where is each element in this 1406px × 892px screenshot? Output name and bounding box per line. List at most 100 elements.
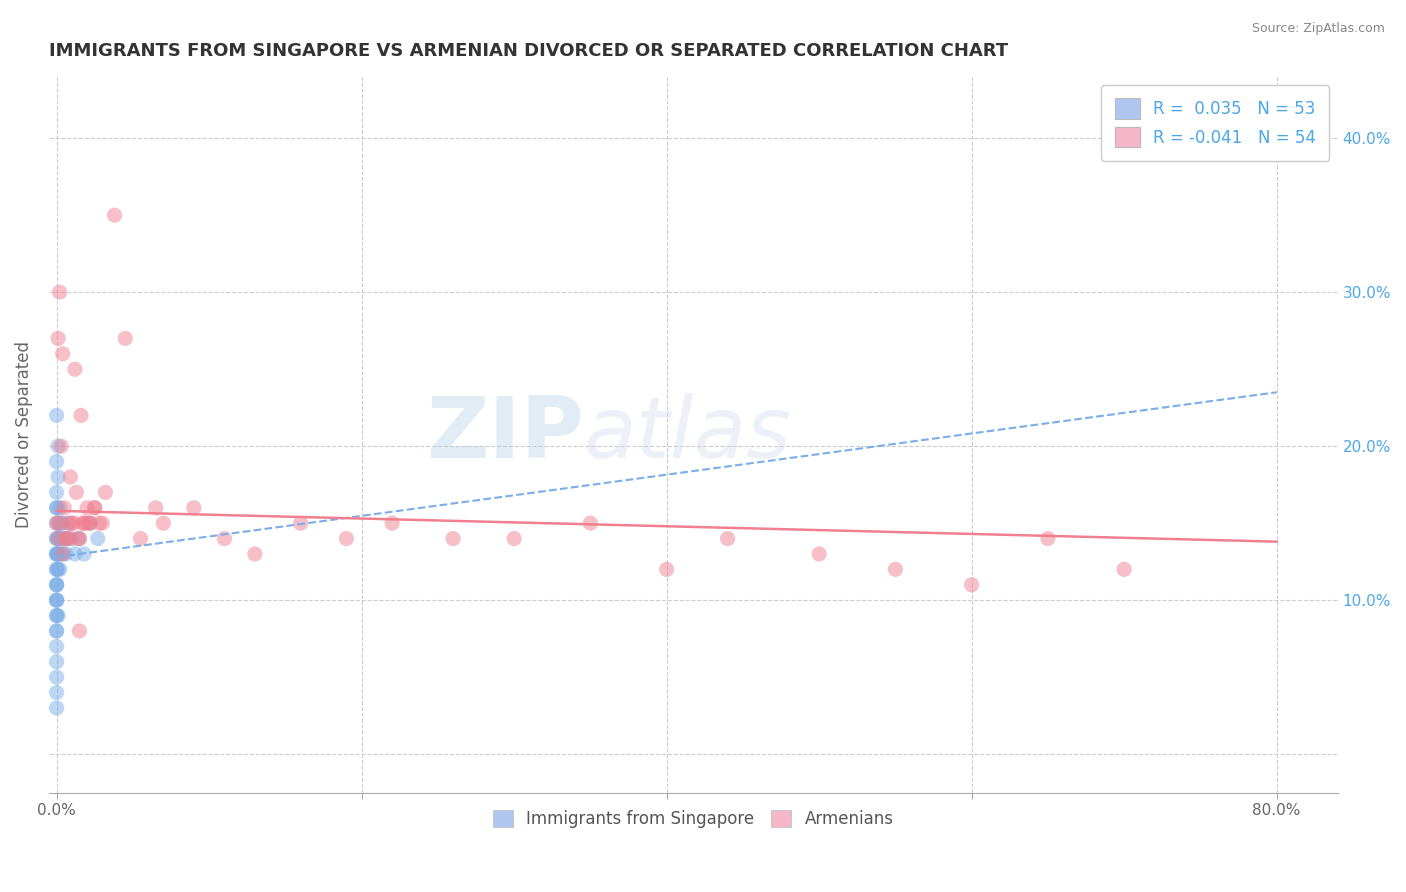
Point — [52, 547, 75, 561]
Point — [579, 516, 602, 531]
Point — [45, 532, 67, 546]
Point — [808, 547, 831, 561]
Text: atlas: atlas — [583, 393, 792, 476]
Point — [56, 532, 79, 546]
Point — [66, 532, 89, 546]
Point — [59, 470, 82, 484]
Y-axis label: Divorced or Separated: Divorced or Separated — [15, 341, 32, 528]
Point — [214, 532, 236, 546]
Point — [52, 516, 75, 531]
Point — [45, 454, 67, 468]
Point — [52, 347, 75, 361]
Point — [48, 562, 70, 576]
Point — [884, 562, 907, 576]
Point — [503, 532, 526, 546]
Point — [73, 516, 96, 531]
Point — [243, 547, 266, 561]
Point — [45, 593, 67, 607]
Point — [48, 516, 70, 531]
Point — [60, 516, 83, 531]
Point — [79, 516, 101, 531]
Point — [48, 285, 70, 300]
Point — [1036, 532, 1059, 546]
Point — [70, 409, 93, 423]
Point — [51, 532, 73, 546]
Point — [60, 532, 83, 546]
Point — [76, 500, 98, 515]
Point — [79, 516, 101, 531]
Point — [45, 593, 67, 607]
Point — [45, 409, 67, 423]
Point — [45, 547, 67, 561]
Point — [46, 470, 69, 484]
Point — [91, 516, 114, 531]
Point — [69, 624, 91, 638]
Point — [45, 578, 67, 592]
Point — [52, 547, 75, 561]
Point — [717, 532, 740, 546]
Point — [72, 516, 94, 531]
Legend: Immigrants from Singapore, Armenians: Immigrants from Singapore, Armenians — [486, 803, 900, 834]
Point — [45, 516, 67, 531]
Point — [45, 624, 67, 638]
Point — [73, 547, 96, 561]
Point — [152, 516, 174, 531]
Point — [290, 516, 312, 531]
Point — [55, 532, 77, 546]
Point — [129, 532, 152, 546]
Point — [46, 608, 69, 623]
Point — [46, 331, 69, 345]
Point — [441, 532, 464, 546]
Point — [335, 532, 357, 546]
Point — [89, 516, 111, 531]
Text: IMMIGRANTS FROM SINGAPORE VS ARMENIAN DIVORCED OR SEPARATED CORRELATION CHART: IMMIGRANTS FROM SINGAPORE VS ARMENIAN DI… — [49, 42, 1008, 60]
Point — [45, 516, 67, 531]
Point — [46, 532, 69, 546]
Point — [53, 532, 76, 546]
Text: ZIP: ZIP — [426, 393, 583, 476]
Point — [45, 532, 67, 546]
Point — [63, 547, 86, 561]
Point — [45, 655, 67, 669]
Point — [56, 532, 79, 546]
Point — [48, 500, 70, 515]
Point — [58, 516, 80, 531]
Point — [83, 500, 105, 515]
Point — [103, 208, 125, 222]
Point — [63, 362, 86, 376]
Point — [45, 547, 67, 561]
Point — [55, 547, 77, 561]
Point — [655, 562, 678, 576]
Point — [960, 578, 983, 592]
Point — [1114, 562, 1136, 576]
Point — [45, 670, 67, 684]
Point — [45, 593, 67, 607]
Point — [48, 547, 70, 561]
Point — [45, 562, 67, 576]
Point — [46, 562, 69, 576]
Point — [381, 516, 404, 531]
Point — [58, 516, 80, 531]
Point — [45, 701, 67, 715]
Point — [45, 685, 67, 699]
Point — [75, 516, 97, 531]
Point — [183, 500, 205, 515]
Point — [58, 532, 80, 546]
Point — [46, 439, 69, 453]
Point — [46, 547, 69, 561]
Point — [62, 516, 84, 531]
Point — [53, 500, 76, 515]
Point — [45, 608, 67, 623]
Point — [77, 516, 100, 531]
Text: Source: ZipAtlas.com: Source: ZipAtlas.com — [1251, 22, 1385, 36]
Point — [45, 562, 67, 576]
Point — [65, 485, 87, 500]
Point — [45, 500, 67, 515]
Point — [145, 500, 167, 515]
Point — [83, 500, 105, 515]
Point — [45, 500, 67, 515]
Point — [69, 532, 91, 546]
Point — [48, 532, 70, 546]
Point — [45, 578, 67, 592]
Point — [46, 516, 69, 531]
